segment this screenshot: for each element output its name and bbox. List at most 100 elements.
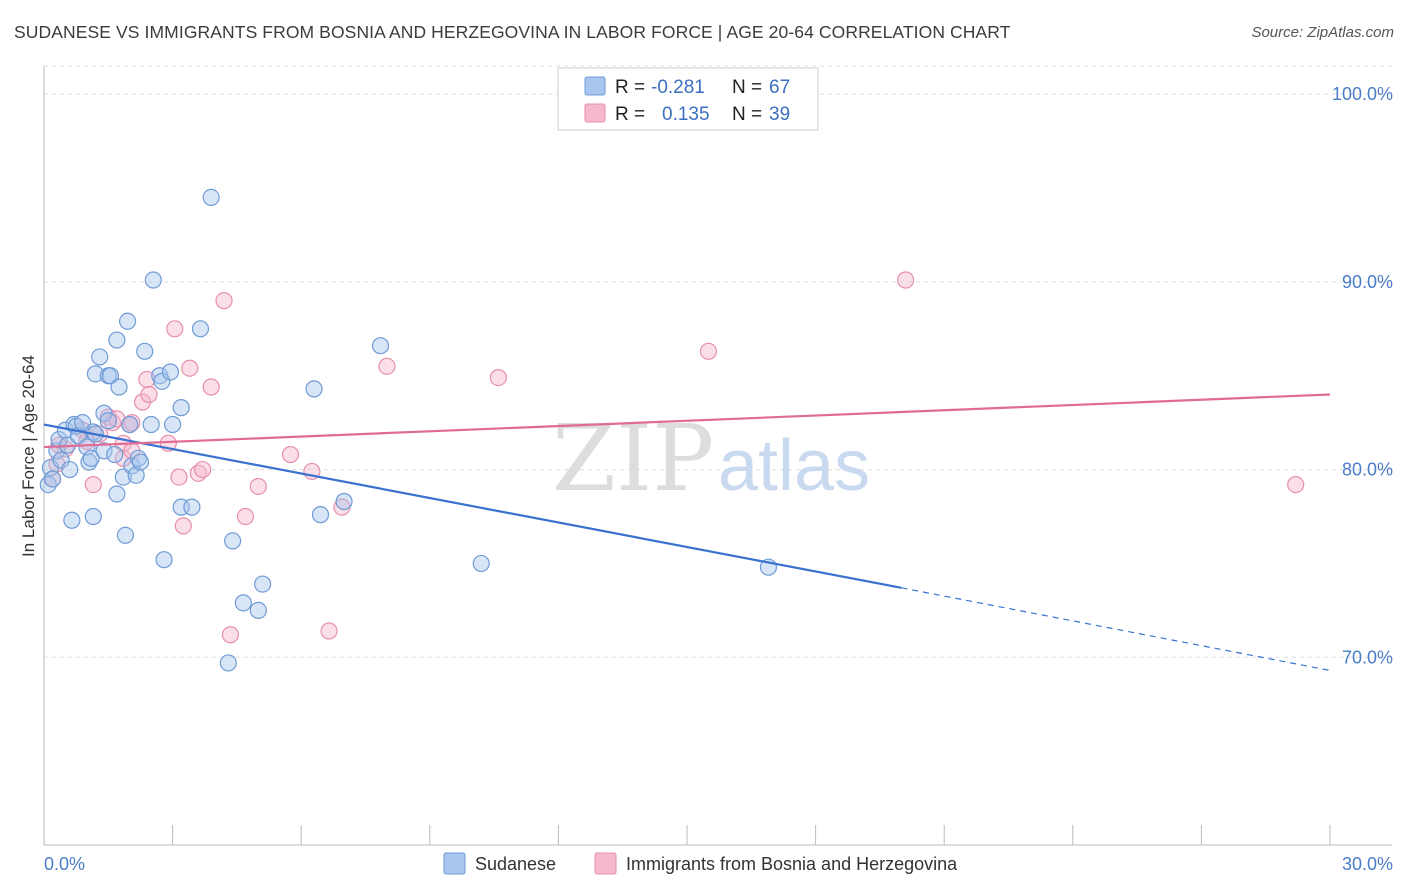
watermark: ZIP atlas (552, 405, 870, 512)
legend-r-label-1: R = (615, 77, 645, 98)
sudanese-point-30 (110, 378, 128, 396)
legend-n-label-1: N = (732, 77, 762, 98)
sudanese-point-43 (153, 372, 171, 390)
bottom-legend-label-bosnia: Immigrants from Bosnia and Herzegovina (626, 854, 958, 874)
sudanese-point-14 (78, 438, 96, 456)
sudanese-point-51 (202, 188, 220, 206)
grid-lines (44, 65, 1392, 658)
sudanese-point-33 (118, 312, 137, 330)
legend-swatch-bosnia (584, 103, 606, 123)
y-axis-label-group: In Labor Force | Age 20-64 (19, 355, 38, 557)
sudanese-point-36 (127, 466, 145, 484)
sudanese-point-55 (249, 601, 267, 619)
y-tick-label-3: 70.0% (1342, 647, 1393, 667)
sudanese-point-54 (234, 594, 252, 612)
series-sudanese-points (39, 188, 778, 672)
sudanese-point-29 (108, 331, 126, 349)
bosnia-point-35 (378, 357, 396, 375)
bosnia-point-26 (202, 378, 220, 396)
legend-n-value-2: 39 (769, 104, 790, 125)
sudanese-point-46 (164, 415, 182, 434)
bosnia-point-38 (897, 271, 915, 289)
legend-n-value-1: 67 (769, 77, 790, 98)
bosnia-point-22 (174, 517, 192, 535)
sudanese-trend-line (43, 423, 902, 589)
bosnia-point-20 (166, 320, 184, 338)
sudanese-point-8 (61, 460, 79, 479)
sudanese-point-28 (108, 485, 126, 503)
series-bosnia-points (43, 271, 1305, 644)
series-legend: Sudanese Immigrants from Bosnia and Herz… (443, 852, 958, 875)
bosnia-point-39 (1287, 475, 1305, 494)
bosnia-point-17 (138, 370, 156, 389)
sudanese-point-41 (144, 271, 162, 289)
trend-lines (43, 393, 1331, 672)
sudanese-point-50 (191, 320, 210, 338)
y-axis-label: In Labor Force | Age 20-64 (19, 355, 38, 557)
sudanese-point-58 (311, 506, 330, 524)
sudanese-point-2 (43, 470, 62, 488)
sudanese-trend-line-extension (901, 587, 1331, 672)
sudanese-point-21 (91, 348, 109, 366)
sudanese-point-44 (155, 551, 173, 569)
sudanese-point-39 (136, 342, 154, 360)
bosnia-point-25 (194, 460, 212, 479)
sudanese-point-24 (99, 412, 117, 430)
sudanese-point-49 (183, 498, 201, 516)
stats-legend: R = -0.281 N = 67 R = 0.135 N = 39 (557, 67, 819, 131)
bosnia-point-29 (236, 507, 255, 526)
x-tick-label-0: 0.0% (44, 854, 85, 874)
legend-r-label-2: R = (615, 104, 645, 125)
sudanese-point-61 (472, 554, 490, 573)
source-label: Source: ZipAtlas.com (1251, 24, 1394, 41)
sudanese-point-13 (73, 414, 92, 432)
sudanese-point-52 (219, 654, 237, 672)
x-tick-labels: 0.0% 30.0% (44, 854, 1393, 874)
bosnia-point-23 (181, 359, 199, 377)
sudanese-point-56 (254, 575, 272, 593)
sudanese-point-53 (224, 532, 242, 550)
bosnia-point-27 (215, 292, 233, 310)
sudanese-point-40 (142, 415, 160, 434)
legend-r-value-1: -0.281 (651, 77, 705, 98)
x-tick-label-1: 30.0% (1342, 854, 1393, 874)
watermark-atlas: atlas (718, 426, 870, 506)
bosnia-point-30 (249, 477, 267, 496)
bosnia-point-33 (320, 622, 338, 640)
sudanese-point-20 (86, 365, 105, 383)
sudanese-point-27 (106, 445, 124, 464)
bottom-legend-label-sudanese: Sudanese (475, 854, 556, 874)
bottom-legend-swatch-bosnia (594, 852, 617, 875)
sudanese-point-45 (161, 363, 180, 381)
bosnia-point-18 (140, 385, 158, 404)
legend-r-value-2: 0.135 (662, 104, 710, 125)
bottom-legend-swatch-sudanese (443, 852, 466, 875)
bosnia-point-6 (84, 475, 102, 494)
y-tick-label-2: 80.0% (1342, 460, 1393, 480)
sudanese-point-34 (121, 415, 139, 434)
sudanese-point-47 (172, 399, 190, 417)
bosnia-point-31 (281, 445, 300, 464)
sudanese-point-5 (52, 451, 70, 469)
bosnia-point-28 (221, 626, 240, 644)
sudanese-point-16 (82, 449, 100, 467)
y-tick-label-0: 100.0% (1332, 84, 1393, 104)
sudanese-point-60 (371, 337, 390, 355)
legend-swatch-sudanese (584, 76, 606, 96)
sudanese-point-19 (84, 507, 102, 526)
sudanese-point-57 (305, 380, 323, 398)
sudanese-point-22 (95, 442, 113, 460)
legend-n-label-2: N = (732, 104, 762, 125)
y-tick-label-1: 90.0% (1342, 272, 1393, 292)
bosnia-point-37 (699, 342, 718, 360)
sudanese-point-32 (116, 526, 135, 544)
sudanese-point-38 (131, 453, 150, 471)
y-tick-labels: 100.0% 90.0% 80.0% 70.0% (1332, 84, 1393, 667)
bosnia-trend-line (43, 393, 1331, 449)
bosnia-point-21 (170, 468, 188, 486)
sudanese-point-9 (63, 511, 81, 529)
chart-title: SUDANESE VS IMMIGRANTS FROM BOSNIA AND H… (14, 22, 1011, 42)
sudanese-point-59 (335, 492, 353, 511)
sudanese-point-4 (50, 430, 68, 449)
